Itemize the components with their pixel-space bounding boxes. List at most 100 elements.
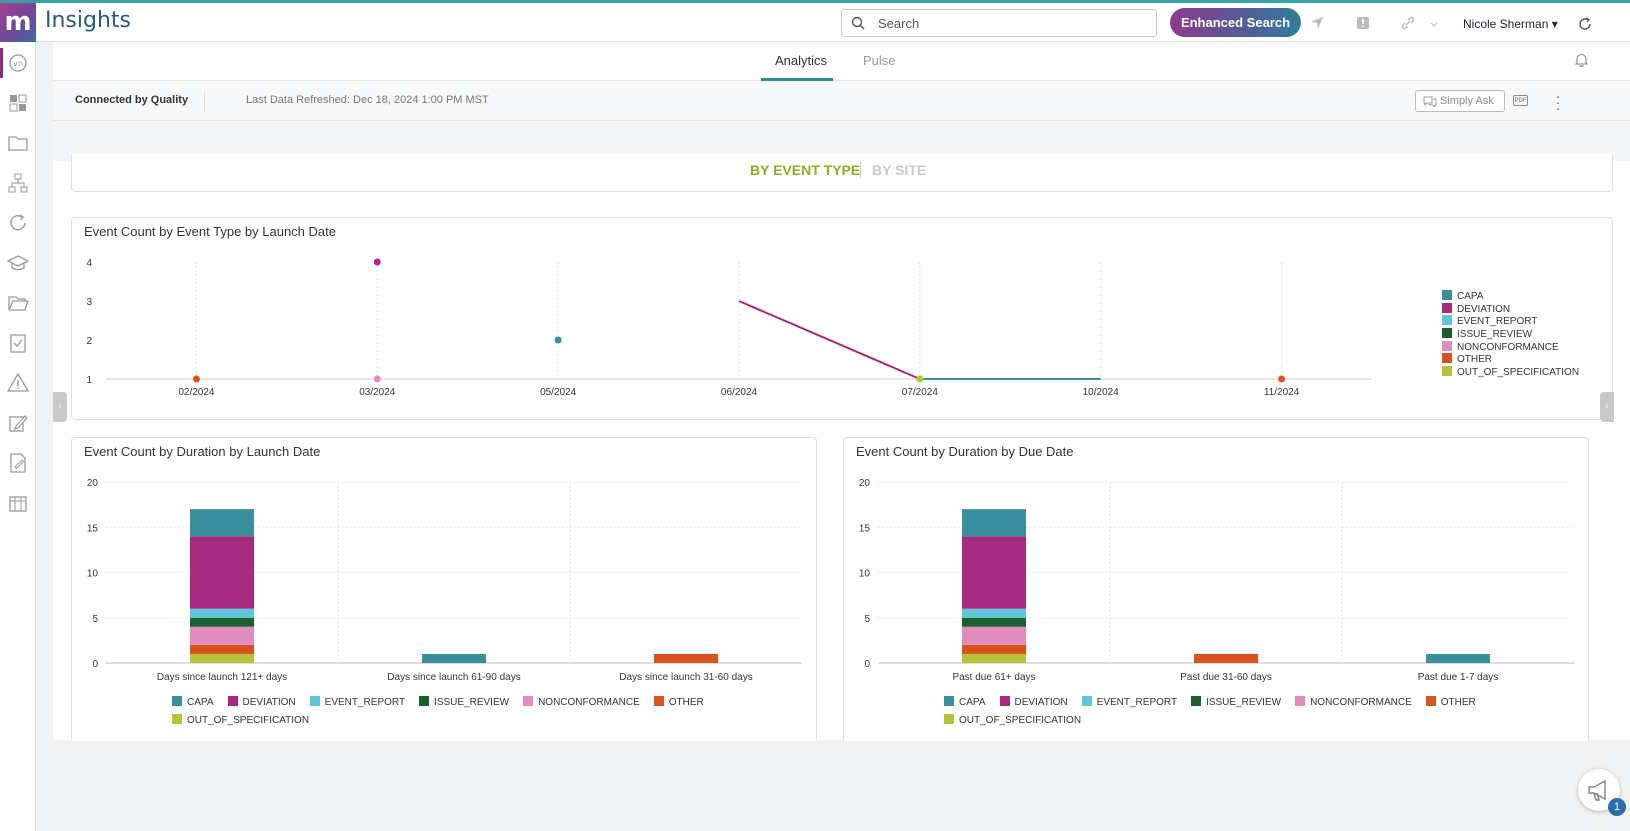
alert-icon[interactable] [1355, 15, 1371, 31]
x-tick-label: 07/2024 [902, 387, 939, 398]
legend-swatch [944, 714, 954, 724]
bar-segment-other [190, 644, 254, 654]
legend-item[interactable]: CAPA [172, 696, 214, 709]
legend-item[interactable]: DEVIATION [999, 696, 1068, 709]
legend-item[interactable]: DEVIATION [1442, 302, 1579, 316]
line-chart: 1 2 3 4 02/2024 03/2024 05/2024 06/2024 07/2024 1… [86, 258, 1372, 398]
bar-segment-out_of_specification [190, 653, 254, 663]
legend-swatch [419, 696, 430, 706]
legend-item[interactable]: OUT_OF_SPECIFICATION [1442, 366, 1579, 379]
x-tick-label: 10/2024 [1083, 387, 1120, 398]
legend-label: NONCONFORMANCE [1457, 341, 1559, 353]
x-tick-label: Past due 1-7 days [1418, 672, 1499, 683]
active-tab-indicator [761, 78, 833, 81]
collapse-right-arrow[interactable]: ‹ [1600, 392, 1614, 422]
x-tick-label: 05/2024 [540, 387, 577, 398]
legend-label: OUT_OF_SPECIFICATION [1457, 367, 1580, 379]
legend-item[interactable]: OUT_OF_SPECIFICATION [172, 714, 309, 727]
legend-item[interactable]: OTHER [1425, 696, 1476, 709]
legend-label: CAPA [187, 697, 214, 708]
chat-icon [1423, 96, 1437, 107]
navigate-icon[interactable] [1309, 15, 1325, 31]
data-point-nonconformance [373, 375, 381, 383]
legend-swatch [1425, 696, 1436, 706]
legend-item[interactable]: CAPA [944, 696, 986, 709]
legend-item[interactable]: ISSUE_REVIEW [1442, 328, 1579, 341]
legend-label: EVENT_REPORT [324, 697, 406, 708]
vault-home-icon[interactable]: vn [7, 52, 29, 74]
y-tick-label: 1 [86, 375, 92, 386]
bar-segment-capa [190, 509, 254, 537]
y-tick-label: 15 [859, 523, 871, 534]
series-line-deviation [738, 300, 921, 380]
chevron-down-icon[interactable] [1430, 22, 1438, 28]
chart-title: Event Count by Duration by Due Date [856, 444, 1074, 459]
x-tick-label: 06/2024 [721, 387, 758, 398]
bar-segment-out_of_specification [962, 653, 1026, 663]
divider [204, 91, 205, 111]
legend-item[interactable]: ISSUE_REVIEW [1191, 696, 1281, 709]
edit-icon[interactable] [7, 412, 29, 434]
legend-item[interactable]: NONCONFORMANCE [523, 696, 640, 709]
legend-item[interactable]: DEVIATION [227, 696, 296, 709]
hierarchy-icon[interactable] [7, 172, 29, 194]
legend-swatch [227, 696, 238, 706]
folder-icon[interactable] [7, 132, 29, 154]
legend-item[interactable]: NONCONFORMANCE [1442, 340, 1579, 354]
legend-swatch [1442, 340, 1452, 351]
x-tick-label: 03/2024 [359, 387, 396, 398]
by-event-type-toggle[interactable]: BY EVENT TYPE [750, 162, 861, 178]
bar-segment-event_report [962, 608, 1026, 618]
refresh-icon[interactable] [1578, 17, 1592, 31]
legend-item[interactable]: CAPA [1442, 290, 1579, 303]
legend-item[interactable]: EVENT_REPORT [1442, 315, 1579, 328]
legend-item[interactable]: OTHER [1442, 353, 1579, 366]
bell-icon[interactable] [1575, 53, 1588, 67]
legend-item[interactable]: ISSUE_REVIEW [419, 696, 509, 709]
legend-swatch [309, 696, 320, 706]
more-options-icon[interactable]: · · · [1555, 88, 1561, 116]
legend-swatch [1295, 696, 1306, 706]
collapse-left-arrow[interactable]: › [53, 392, 67, 422]
chart-legend: CAPA DEVIATION EVENT_REPORT ISSUE_REVIEW NON… [944, 692, 1504, 728]
x-tick-label: Days since launch 31-60 days [619, 672, 752, 683]
bar-segment-issue_review [962, 617, 1026, 627]
dashboard-icon[interactable] [7, 92, 29, 114]
dashboard-header: Connected by Quality Last Data Refreshed… [53, 81, 1630, 121]
checklist-icon[interactable] [7, 332, 29, 354]
pdf-export-icon[interactable]: PDF [1513, 95, 1528, 106]
top-bar: m Insights Enhanced Search Nicole Sherma… [0, 0, 1630, 42]
search-input[interactable] [878, 13, 1148, 33]
legend-item[interactable]: OUT_OF_SPECIFICATION [944, 714, 1081, 727]
legend-swatch [653, 696, 664, 706]
legend-item[interactable]: EVENT_REPORT [309, 696, 406, 709]
legend-item[interactable]: OTHER [653, 696, 704, 709]
chart-duration-by-due-date: Event Count by Duration by Due Date 0 5 10… [843, 437, 1589, 741]
tab-analytics[interactable]: Analytics [775, 53, 828, 68]
app-logo[interactable]: m [0, 3, 36, 42]
enhanced-search-button[interactable]: Enhanced Search [1170, 8, 1301, 37]
y-tick-label: 4 [86, 258, 92, 269]
chart-title: Event Count by Duration by Launch Date [84, 444, 321, 459]
legend-item[interactable]: EVENT_REPORT [1081, 696, 1177, 709]
simply-ask-label: Simply Ask [1440, 95, 1494, 107]
archive-icon[interactable] [7, 492, 29, 514]
by-site-toggle[interactable]: BY SITE [872, 162, 927, 178]
link-icon[interactable] [1400, 15, 1416, 31]
chart-title: Event Count by Event Type by Launch Date [84, 224, 336, 239]
user-menu[interactable]: Nicole Sherman ▾ [1463, 17, 1558, 31]
stacked-bar-chart: 0 5 10 15 20 Past due 61+ days Past due 31-60 … [859, 478, 1574, 683]
simply-ask-button[interactable]: Simply Ask [1415, 90, 1505, 112]
bar-segment-nonconformance [190, 626, 254, 645]
document-edit-icon[interactable] [7, 452, 29, 474]
search-box[interactable] [841, 9, 1157, 37]
legend-item[interactable]: NONCONFORMANCE [1295, 696, 1412, 709]
y-tick-label: 20 [87, 478, 99, 489]
sync-icon[interactable] [7, 212, 29, 234]
open-folder-icon[interactable] [7, 292, 29, 314]
tab-pulse[interactable]: Pulse [863, 53, 896, 68]
training-icon[interactable] [6, 252, 30, 274]
bar-segment-other [1194, 653, 1258, 663]
warning-icon[interactable] [6, 372, 30, 394]
y-tick-label: 20 [859, 478, 871, 489]
